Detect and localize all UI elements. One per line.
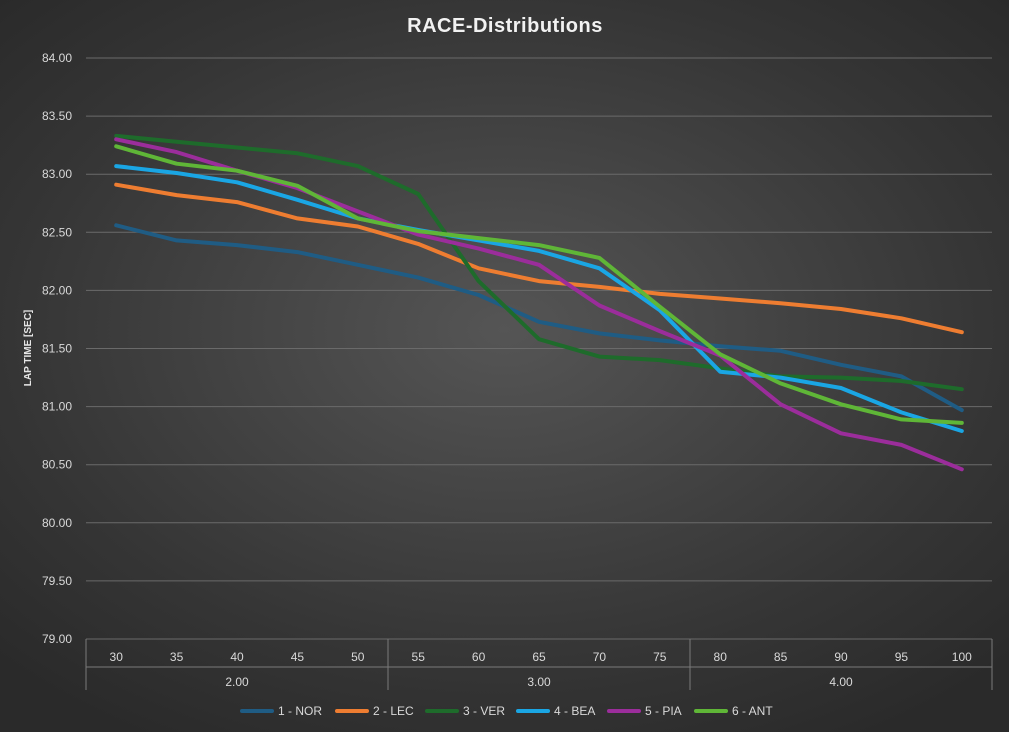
y-tick-label: 79.00 [42,632,72,646]
x-tick-label: 95 [895,650,909,664]
x-tick-label: 100 [952,650,972,664]
gridlines [86,57,992,640]
x-tick-label: 50 [351,650,365,664]
legend-label: 5 - PIA [645,704,682,718]
x-group-label: 3.00 [527,675,551,689]
y-axis-ticks: 79.00 79.50 80.00 80.50 81.00 81.50 82.00 82.50… [42,51,72,646]
x-axis: 30 35 40 45 50 55 60 65 70 75 80 85 90 95 100 2.00 3.00 4… [85,639,993,690]
y-tick-label: 83.50 [42,109,72,123]
y-tick-label: 84.00 [42,51,72,65]
x-tick-label: 80 [714,650,728,664]
y-tick-label: 80.00 [42,516,72,530]
y-tick-label: 79.50 [42,574,72,588]
y-tick-label: 81.50 [42,342,72,356]
x-tick-label: 70 [593,650,607,664]
x-tick-label: 30 [110,650,124,664]
series-line-4 [114,164,964,433]
y-tick-label: 81.00 [42,400,72,414]
legend-label: 2 - LEC [373,704,414,718]
series-line-2 [114,182,964,335]
series-lines [114,133,964,472]
series-line-1 [114,223,964,413]
x-tick-label: 90 [834,650,848,664]
x-tick-label: 45 [291,650,305,664]
x-tick-label: 55 [412,650,426,664]
y-tick-label: 80.50 [42,458,72,472]
x-tick-label: 85 [774,650,788,664]
legend-label: 1 - NOR [278,704,322,718]
y-axis-label: LAP TIME [SEC] [23,310,34,386]
legend-label: 4 - BEA [554,704,595,718]
series-line-5 [114,137,964,472]
x-tick-label: 35 [170,650,184,664]
legend: 1 - NOR 2 - LEC 3 - VER 4 - BEA 5 - PIA 6 - A… [240,704,773,718]
legend-label: 3 - VER [463,704,505,718]
x-tick-label: 40 [230,650,244,664]
series-line-6 [114,144,964,425]
legend-label: 6 - ANT [732,704,773,718]
x-tick-label: 75 [653,650,667,664]
y-tick-label: 82.00 [42,283,72,297]
y-tick-label: 83.00 [42,167,72,181]
y-tick-label: 82.50 [42,225,72,239]
series-line-3 [114,133,964,392]
x-tick-label: 65 [532,650,546,664]
x-group-label: 4.00 [829,675,853,689]
x-tick-label: 60 [472,650,486,664]
chart-title: RACE-Distributions [407,15,603,37]
x-group-label: 2.00 [225,675,249,689]
